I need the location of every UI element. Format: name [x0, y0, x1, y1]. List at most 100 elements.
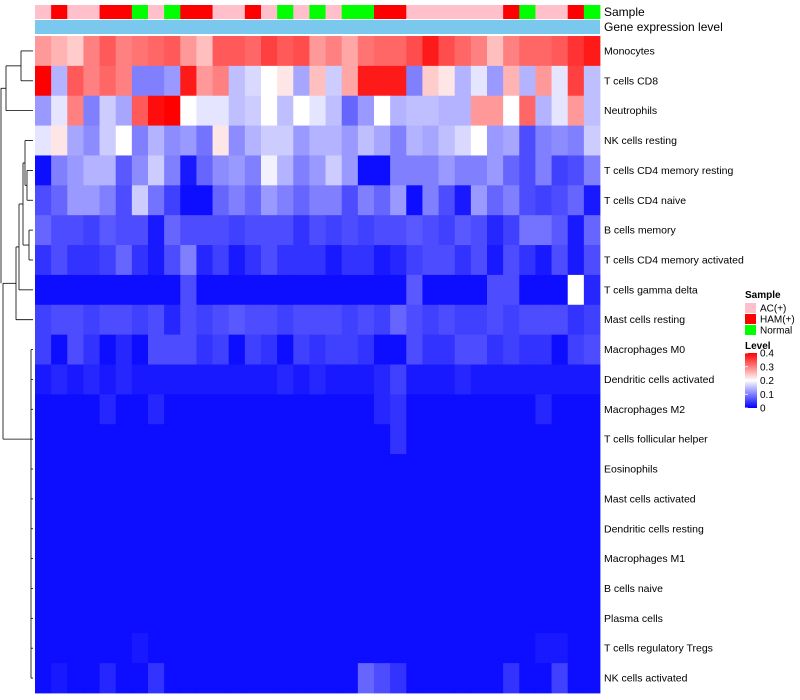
heatmap-cell — [567, 364, 585, 395]
heatmap-cell — [454, 36, 472, 67]
heatmap-cell — [567, 185, 585, 216]
heatmap-cell — [51, 215, 68, 246]
heatmap-cell — [196, 603, 213, 634]
sample-annotation-cell — [567, 5, 585, 19]
heatmap-cell — [551, 155, 569, 186]
heatmap-cell — [454, 334, 472, 365]
heatmap-cell — [196, 95, 213, 126]
heatmap-cell — [35, 394, 52, 425]
heatmap-cell — [325, 274, 343, 306]
heatmap-cell — [180, 215, 197, 246]
heatmap-cell — [164, 603, 181, 634]
heatmap-cell — [551, 663, 569, 694]
heatmap-cell — [503, 364, 520, 395]
legend-sample-swatch — [745, 303, 756, 313]
row-label: Dendritic cells resting — [604, 523, 704, 535]
heatmap-cell — [567, 274, 585, 306]
heatmap-cell — [454, 663, 472, 694]
heatmap-cell — [277, 334, 294, 365]
heatmap-cell — [164, 334, 181, 365]
heatmap-cell — [228, 95, 246, 126]
heatmap-cell — [487, 245, 504, 276]
heatmap-cell — [115, 394, 133, 425]
heatmap-cell — [567, 424, 585, 455]
expression-annotation-bar — [35, 20, 600, 34]
heatmap-cell — [35, 543, 52, 574]
heatmap-cell — [131, 274, 149, 306]
heatmap-cell — [148, 65, 165, 97]
heatmap-cell — [438, 394, 456, 425]
heatmap-cell — [244, 215, 262, 246]
heatmap-cell — [470, 334, 488, 365]
heatmap-cell — [519, 185, 536, 216]
heatmap-cell — [131, 215, 149, 246]
heatmap-cell — [519, 334, 536, 365]
heatmap-cell — [277, 573, 294, 604]
heatmap-cell — [228, 65, 246, 97]
heatmap-cell — [567, 483, 585, 515]
heatmap-cell — [422, 424, 439, 455]
heatmap-cell — [83, 543, 100, 574]
heatmap-cell — [551, 95, 569, 126]
heatmap-cell — [567, 543, 585, 574]
heatmap-cell — [422, 65, 439, 97]
heatmap-cell — [583, 304, 601, 336]
heatmap-cell — [341, 513, 359, 545]
heatmap-cell — [83, 364, 100, 395]
heatmap-cell — [148, 155, 165, 186]
sample-annotation-cell — [131, 5, 149, 19]
heatmap-cell — [164, 424, 181, 455]
heatmap-cell — [196, 36, 213, 67]
heatmap-cell — [551, 125, 569, 156]
heatmap-cell — [583, 215, 601, 246]
heatmap-cell — [503, 513, 520, 545]
heatmap-cell — [454, 65, 472, 97]
heatmap-cell — [261, 215, 278, 246]
heatmap-cell — [99, 245, 117, 276]
heatmap-cell — [438, 483, 456, 515]
legend-tick-label: 0.4 — [760, 349, 774, 360]
heatmap-cell — [277, 185, 294, 216]
heatmap-cell — [164, 36, 181, 67]
sample-annotation-cell — [115, 5, 133, 19]
sample-annotation-cell — [583, 5, 601, 19]
heatmap-cell — [390, 245, 407, 276]
heatmap-cell — [503, 215, 520, 246]
heatmap-cell — [374, 155, 391, 186]
heatmap-cell — [341, 245, 359, 276]
heatmap-cell — [148, 95, 165, 126]
heatmap-cell — [341, 424, 359, 455]
heatmap-cell — [261, 573, 278, 604]
heatmap-cell — [51, 603, 68, 634]
heatmap-cell — [180, 95, 197, 126]
heatmap-cell — [519, 573, 536, 604]
heatmap-cell — [551, 274, 569, 306]
heatmap-cell — [99, 483, 117, 515]
heatmap-cell — [148, 125, 165, 156]
heatmap-cell — [583, 245, 601, 276]
heatmap-cell — [51, 185, 68, 216]
heatmap-cell — [277, 95, 294, 126]
heatmap-cell — [131, 513, 149, 545]
heatmap-cell — [244, 36, 262, 67]
heatmap-cell — [535, 36, 552, 67]
heatmap-cell — [341, 394, 359, 425]
heatmap-cell — [164, 543, 181, 574]
heatmap-cell — [567, 245, 585, 276]
heatmap-cell — [164, 215, 181, 246]
heatmap-cell — [341, 65, 359, 97]
sample-annotation-cell — [422, 5, 439, 19]
heatmap-cell — [374, 334, 391, 365]
heatmap-cell — [454, 573, 472, 604]
heatmap-cell — [35, 245, 52, 276]
heatmap-cell — [196, 334, 213, 365]
heatmap-cell — [325, 125, 343, 156]
heatmap-cell — [422, 543, 439, 574]
heatmap-cell — [325, 543, 343, 574]
heatmap-cell — [212, 125, 230, 156]
heatmap-cell — [51, 155, 68, 186]
heatmap-cell — [228, 543, 246, 574]
heatmap-cell — [148, 633, 165, 664]
heatmap-cell — [325, 513, 343, 545]
heatmap-cell — [180, 65, 197, 97]
